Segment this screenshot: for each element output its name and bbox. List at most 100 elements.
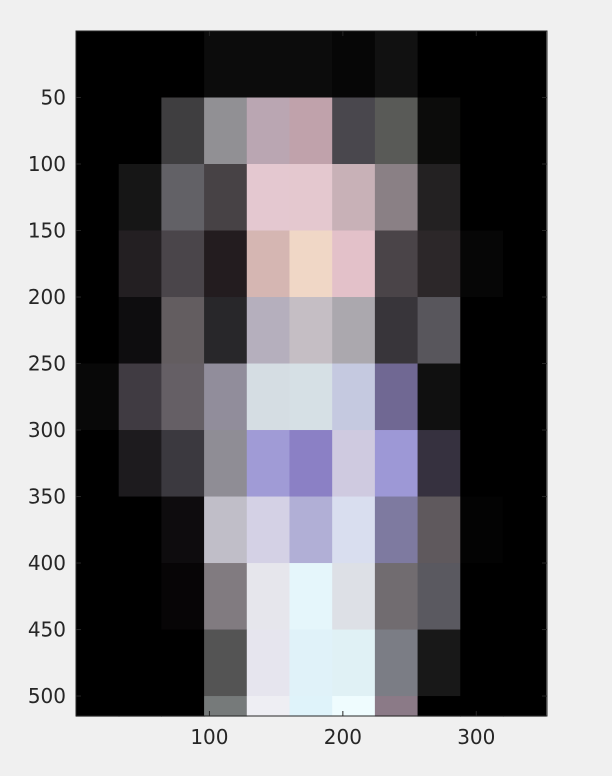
- heatmap-cell: [76, 563, 120, 631]
- heatmap-cell: [502, 629, 547, 697]
- heatmap-cell: [118, 430, 162, 498]
- heatmap-cell: [374, 696, 419, 717]
- heatmap-cell: [161, 496, 205, 564]
- heatmap-cell: [161, 31, 205, 99]
- heatmap-cell: [289, 31, 333, 99]
- heatmap-cell: [204, 230, 248, 298]
- heatmap-cell: [417, 563, 461, 631]
- x-tick-label: 300: [457, 725, 495, 749]
- heatmap-cell: [161, 696, 205, 717]
- heatmap-cell: [246, 363, 291, 431]
- heatmap-cell: [332, 31, 376, 99]
- heatmap-cell: [204, 297, 248, 365]
- heatmap-cell: [76, 696, 120, 717]
- heatmap-cell: [246, 297, 291, 365]
- heatmap-cell: [289, 696, 333, 717]
- y-tick-label: 200: [28, 285, 66, 309]
- heatmap-cell: [502, 363, 547, 431]
- heatmap-cell: [417, 430, 461, 498]
- heatmap-cell: [460, 363, 504, 431]
- heatmap-cell: [289, 629, 333, 697]
- heatmap-cell: [161, 164, 205, 232]
- heatmap-cell: [332, 297, 376, 365]
- heatmap-cell: [289, 164, 333, 232]
- heatmap-cell: [460, 230, 504, 298]
- heatmap-cell: [332, 563, 376, 631]
- heatmap-cell: [76, 31, 120, 99]
- y-tick-label: 250: [28, 352, 66, 376]
- heatmap-cell: [118, 297, 162, 365]
- y-tick-label: 300: [28, 418, 66, 442]
- heatmap-cell: [332, 629, 376, 697]
- heatmap-cell: [374, 496, 419, 564]
- heatmap-cell: [204, 97, 248, 165]
- heatmap-cell: [502, 430, 547, 498]
- heatmap-cell: [204, 563, 248, 631]
- heatmap-cell: [289, 430, 333, 498]
- heatmap-cell: [460, 629, 504, 697]
- heatmap-cell: [502, 230, 547, 298]
- heatmap-cell: [246, 97, 291, 165]
- heatmap-cell: [374, 297, 419, 365]
- heatmap-cell: [161, 363, 205, 431]
- heatmap-cell: [204, 430, 248, 498]
- heatmap-cell: [417, 97, 461, 165]
- heatmap-cell: [204, 629, 248, 697]
- heatmap-cell: [161, 97, 205, 165]
- y-tick-label: 100: [28, 152, 66, 176]
- heatmap-cell: [204, 363, 248, 431]
- heatmap-cell: [118, 230, 162, 298]
- y-tick-label: 400: [28, 551, 66, 575]
- heatmap-cell: [332, 363, 376, 431]
- heatmap-cell: [289, 363, 333, 431]
- heatmap-cell: [417, 629, 461, 697]
- heatmap-cell: [417, 230, 461, 298]
- heatmap-cell: [417, 696, 461, 717]
- x-tick-label: 100: [190, 725, 228, 749]
- heatmap-cell: [76, 230, 120, 298]
- heatmap-cell: [417, 164, 461, 232]
- heatmap-cell: [417, 363, 461, 431]
- heatmap-cell: [460, 97, 504, 165]
- heatmap-cell: [204, 496, 248, 564]
- y-axis: 50 100 150 200 250 300 350 400 450 500: [28, 86, 547, 708]
- heatmap-cell: [118, 496, 162, 564]
- heatmap-cell: [246, 696, 291, 717]
- heatmap-cell: [374, 164, 419, 232]
- heatmap-cell: [118, 629, 162, 697]
- heatmap-cell: [76, 97, 120, 165]
- heatmap-cell: [289, 297, 333, 365]
- plot-area: [76, 31, 547, 717]
- heatmap-cell: [161, 297, 205, 365]
- heatmap-cell: [204, 31, 248, 99]
- heatmap-cell: [502, 297, 547, 365]
- heatmap-cell: [246, 629, 291, 697]
- heatmap-cell: [374, 97, 419, 165]
- heatmap-cell: [204, 164, 248, 232]
- heatmap-cell: [118, 31, 162, 99]
- heatmap-cell: [502, 496, 547, 564]
- heatmap-cell: [460, 496, 504, 564]
- heatmap-cell: [502, 31, 547, 99]
- heatmap-cell: [332, 496, 376, 564]
- heatmap-cell: [460, 164, 504, 232]
- y-tick-label: 150: [28, 219, 66, 243]
- heatmap-cell: [246, 496, 291, 564]
- heatmap-cell: [76, 297, 120, 365]
- heatmap-cell: [161, 230, 205, 298]
- heatmap-cell: [374, 629, 419, 697]
- heatmap-cell: [118, 164, 162, 232]
- heatmap-cell: [161, 629, 205, 697]
- heatmap-cell: [332, 230, 376, 298]
- heatmap-cell: [289, 230, 333, 298]
- heatmap-cell: [246, 430, 291, 498]
- heatmap-cell: [502, 696, 547, 717]
- heatmap-cell: [502, 97, 547, 165]
- heatmap-cell: [374, 31, 419, 99]
- heatmap-cell: [118, 563, 162, 631]
- heatmap-cell: [332, 696, 376, 717]
- heatmap-cell: [332, 164, 376, 232]
- heatmap-cell: [374, 563, 419, 631]
- heatmap-cell: [289, 563, 333, 631]
